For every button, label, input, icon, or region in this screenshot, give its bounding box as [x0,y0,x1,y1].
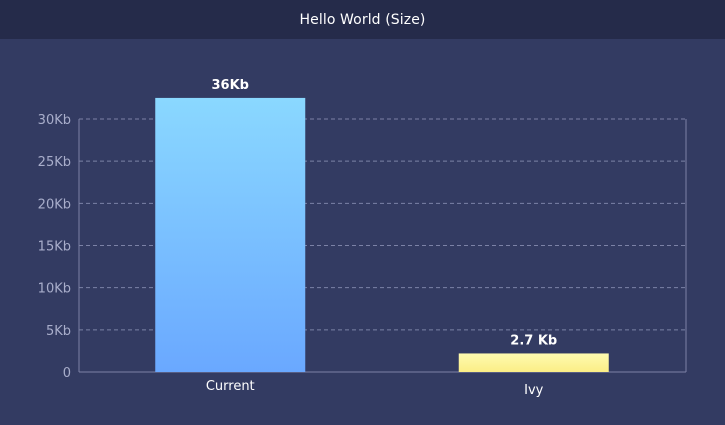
data-label-ivy: 2.7 Kb [510,333,557,348]
y-tick-label: 10Kb [38,282,71,297]
bar-current [155,97,306,373]
y-tick-label: 0 [63,366,71,381]
bars [155,97,609,373]
y-tick-label: 5Kb [46,324,71,339]
chart-title: Hello World (Size) [299,11,426,28]
y-tick-label: 30Kb [38,113,71,128]
data-label-current: 36Kb [212,78,249,93]
category-label-ivy: Ivy [524,383,544,398]
y-tick-label: 25Kb [38,155,71,170]
category-label-current: Current [206,379,255,394]
y-tick-label: 20Kb [38,197,71,212]
y-axis-ticks: 0 5Kb 10Kb 15Kb 20Kb 25Kb 30Kb [38,113,71,381]
y-tick-label: 15Kb [38,240,71,255]
bar-ivy [458,353,609,372]
chart-header: Hello World (Size) [0,0,725,39]
labels: 36Kb Current 2.7 Kb Ivy [206,78,557,398]
